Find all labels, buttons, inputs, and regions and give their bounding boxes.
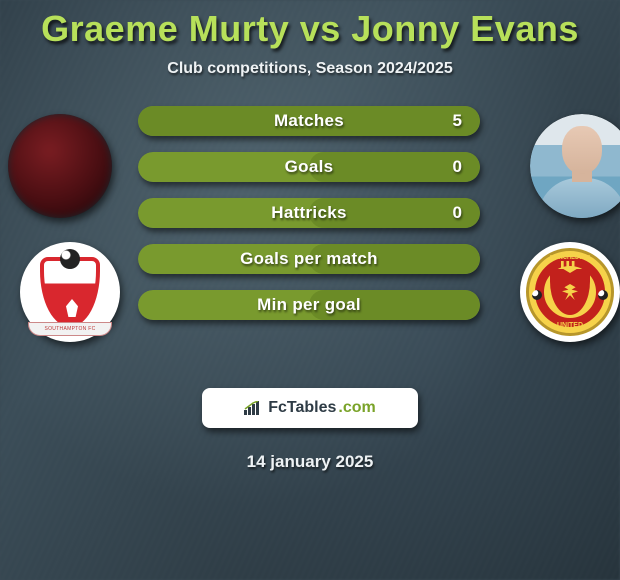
page-title: Graeme Murty vs Jonny Evans — [0, 8, 620, 50]
stat-label: Goals — [138, 152, 480, 182]
stat-label: Goals per match — [138, 244, 480, 274]
club-left-crest: SOUTHAMPTON FC — [20, 242, 120, 342]
stat-value-right: 0 — [453, 152, 462, 182]
stat-row-matches: Matches 5 — [138, 106, 480, 136]
club-right-crest: MANCHESTER UNITED — [520, 242, 620, 342]
badge-suffix: .com — [338, 399, 375, 417]
stat-pills: Matches 5 Goals 0 Hattricks 0 Goals per … — [138, 106, 480, 336]
bar-chart-icon — [244, 401, 262, 415]
subtitle: Club competitions, Season 2024/2025 — [0, 60, 620, 78]
player-left-avatar — [8, 114, 112, 218]
badge-brand: FcTables — [268, 399, 336, 417]
stat-row-goals-per-match: Goals per match — [138, 244, 480, 274]
stat-label: Min per goal — [138, 290, 480, 320]
date-label: 14 january 2025 — [0, 452, 620, 472]
stat-value-right: 5 — [453, 106, 462, 136]
player-right-avatar — [530, 114, 620, 218]
source-badge: FcTables.com — [202, 388, 418, 428]
stat-row-min-per-goal: Min per goal — [138, 290, 480, 320]
stat-label: Matches — [138, 106, 480, 136]
stat-row-goals: Goals 0 — [138, 152, 480, 182]
stat-label: Hattricks — [138, 198, 480, 228]
stat-value-right: 0 — [453, 198, 462, 228]
comparison-area: SOUTHAMPTON FC MANCHESTER UNITED Matches… — [0, 114, 620, 364]
stat-row-hattricks: Hattricks 0 — [138, 198, 480, 228]
